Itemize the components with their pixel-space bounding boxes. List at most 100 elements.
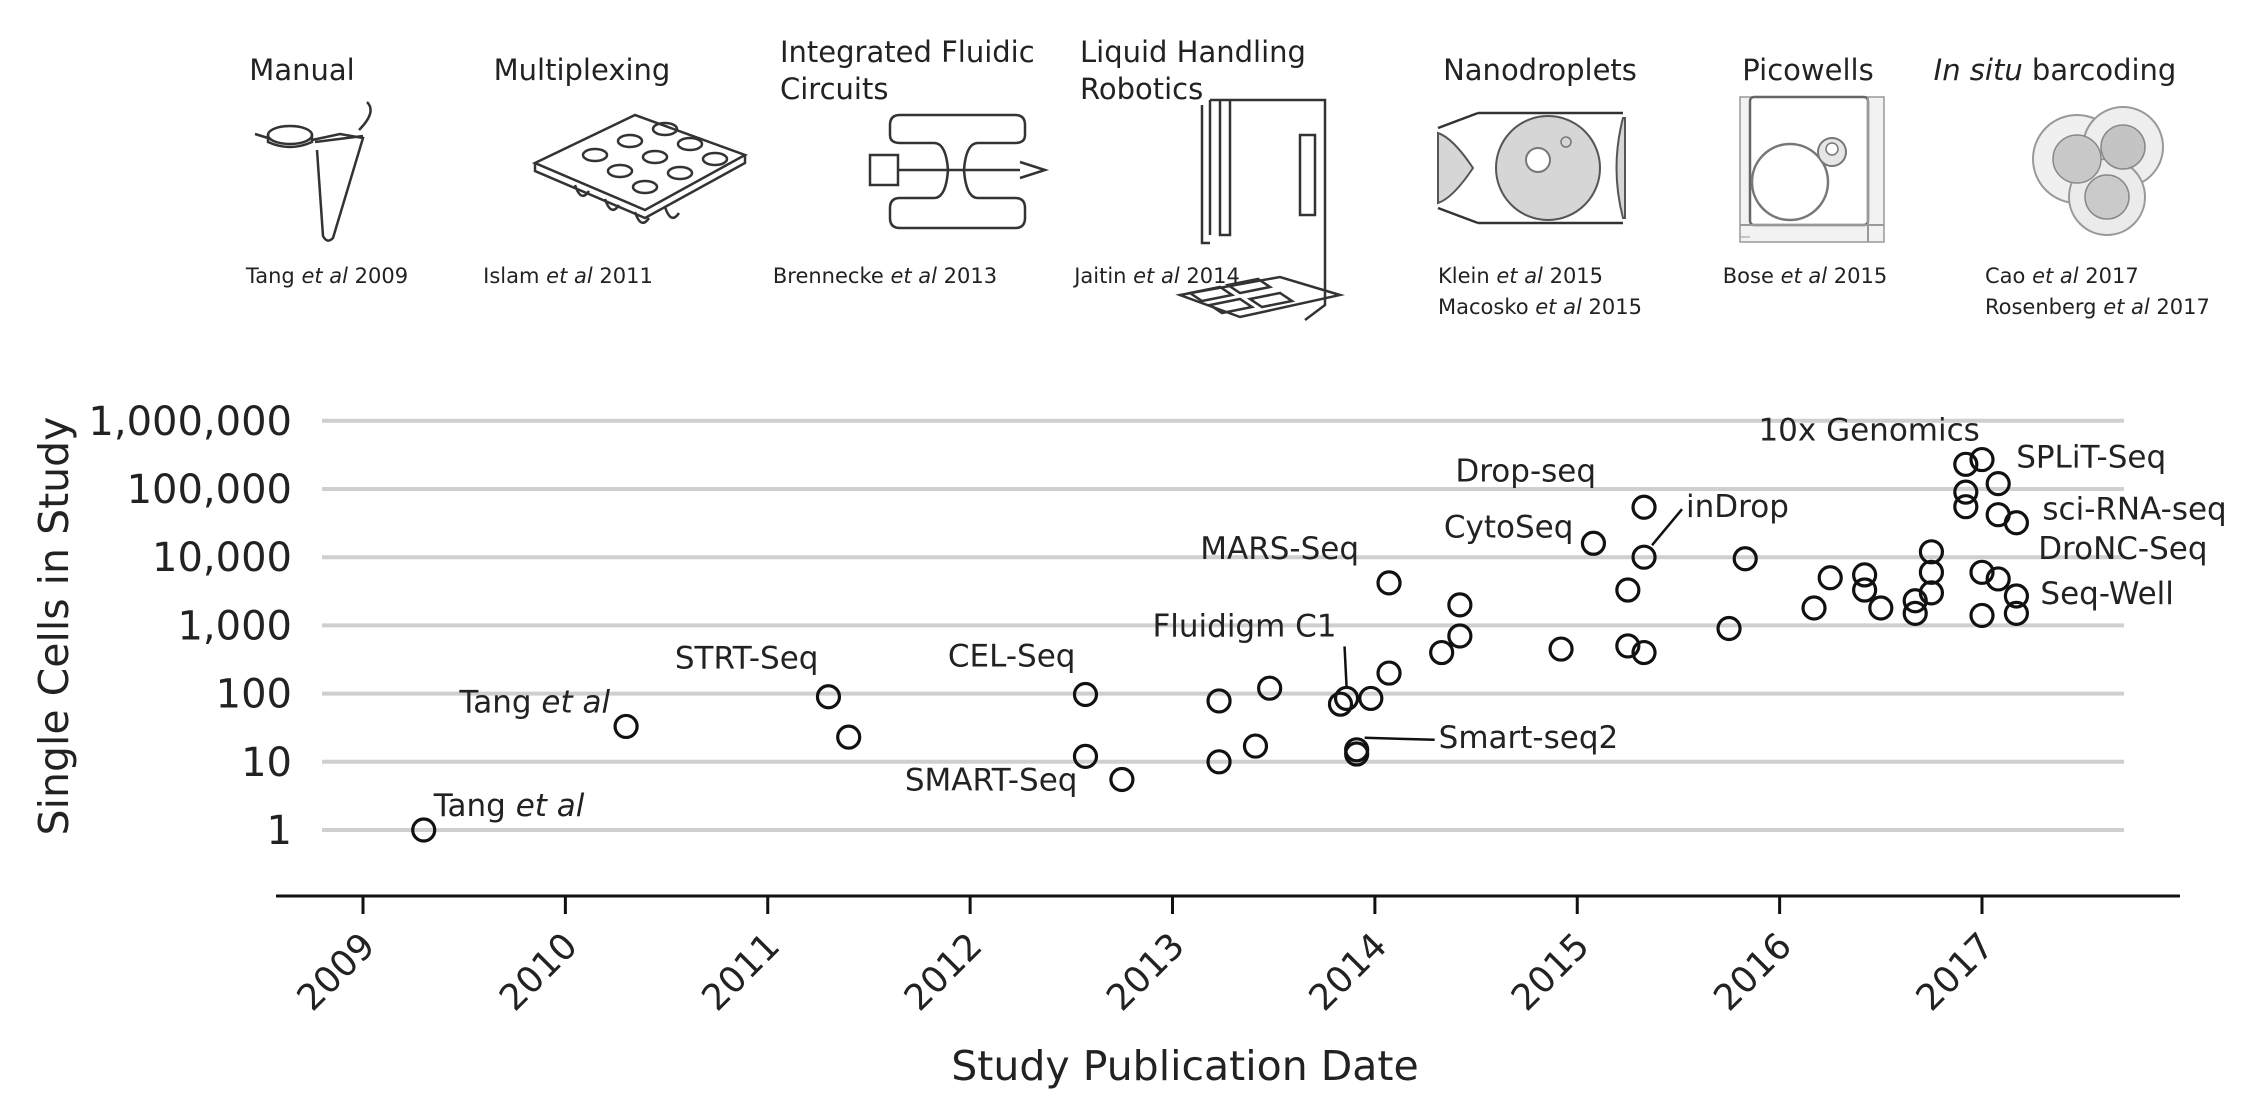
data-point [1429, 639, 1455, 666]
citation-year: 2009 [348, 264, 408, 288]
tech-label-line1: Liquid Handling [1080, 35, 1306, 69]
y-tick-label: 1 [267, 808, 292, 854]
data-point [613, 713, 639, 740]
data-point [1447, 623, 1473, 649]
citation-year: 2011 [593, 264, 653, 288]
annotation-text: SMART-Seq [905, 762, 1078, 798]
technology-row: Manual Tang et al 2009 Multiplexing [245, 35, 2210, 321]
tech-label-line2: Robotics [1080, 72, 1203, 106]
data-point [1953, 451, 1979, 477]
annotation-text: MARS-Seq [1200, 531, 1359, 567]
data-point [1072, 681, 1099, 708]
data-point [1615, 633, 1641, 659]
data-point [1580, 530, 1607, 556]
citation-year: 2015 [1582, 295, 1642, 319]
data-point [1953, 479, 1979, 505]
citation-etal: et al [890, 264, 937, 288]
data-point [1716, 615, 1742, 642]
data-point [2003, 600, 2030, 626]
annotation-label: Drop-seq [1455, 453, 1596, 489]
data-point [1902, 600, 1928, 626]
x-tick-labels: 2009 2010 2011 2012 2013 2014 2015 2016 2017 [290, 896, 2002, 1019]
annotation-text: DroNC-Seq [2038, 531, 2207, 567]
citation-author: Bose [1723, 264, 1781, 288]
x-tick-label: 2012 [897, 925, 991, 1019]
citation-etal: et al [1496, 264, 1543, 288]
y-tick-label: 100 [216, 672, 292, 718]
data-point [1376, 570, 1402, 596]
data-points [411, 446, 2030, 843]
tech-citation: Tang et al 2009 [245, 264, 408, 288]
data-point [1969, 602, 1995, 629]
data-point [1242, 733, 1269, 759]
y-tick-labels: 1 10 100 1,000 10,000 100,000 1,000,000 [88, 399, 292, 854]
tech-manual: Manual Tang et al 2009 [245, 53, 408, 288]
annotation-text: Smart-seq2 [1439, 720, 1619, 756]
citation-author: Macosko [1438, 295, 1535, 319]
tech-citation-2: Macosko et al 2015 [1438, 295, 1642, 319]
tech-in-situ-barcoding: In situ barcoding Cao et al 2017 Rosenbe… [1934, 53, 2210, 319]
tech-multiplexing: Multiplexing Islam et al 2011 [483, 53, 749, 288]
annotation-label: Tang et al [433, 788, 585, 824]
data-point [411, 817, 437, 843]
annotation-label: DroNC-Seq [2038, 531, 2207, 567]
well-plate-icon [531, 113, 749, 225]
y-tick-label: 1,000 [177, 603, 292, 649]
data-point [1852, 562, 1878, 588]
data-point [1548, 636, 1574, 662]
x-tick-label: 2013 [1099, 925, 1193, 1019]
annotation-text: CEL-Seq [948, 639, 1076, 675]
tube-icon [254, 101, 372, 242]
annotation-label: 10x Genomics [1758, 412, 1979, 448]
annotation-italic: et al [516, 788, 585, 824]
annotation-label: inDrop [1686, 489, 1789, 525]
y-tick-label: 10,000 [152, 535, 292, 581]
tech-integrated-fluidic-circuits: Integrated Fluidic Circuits Brennecke et… [773, 35, 1050, 288]
data-point [1985, 470, 2011, 497]
tech-label-rest: barcoding [2023, 53, 2177, 87]
citation-year: 2017 [2150, 295, 2210, 319]
annotation-italic: et al [541, 684, 610, 720]
annotation-text: 10x Genomics [1758, 412, 1979, 448]
annotation-label: Smart-seq2 [1439, 720, 1619, 756]
data-point [1333, 685, 1360, 712]
annotation-label: SMART-Seq [905, 762, 1078, 798]
tech-citation: Brennecke et al 2013 [773, 264, 997, 288]
tech-liquid-handling-robotics: Liquid Handling Robotics Jaitin et al 20… [1072, 35, 1345, 321]
data-point [1918, 539, 1945, 565]
data-point [1257, 675, 1283, 701]
citation-etal: et al [2103, 295, 2150, 319]
data-point [1327, 691, 1354, 717]
droplet-icon [1437, 111, 1626, 225]
annotation-label: CytoSeq [1444, 509, 1574, 545]
citation-author: Cao [1985, 264, 2032, 288]
citation-etal: et al [1781, 264, 1828, 288]
citation-etal: et al [1535, 295, 1582, 319]
citation-etal: et al [546, 264, 593, 288]
data-point [815, 684, 842, 710]
citation-year: 2015 [1827, 264, 1887, 288]
annotation-label: STRT-Seq [675, 641, 819, 677]
annotation-text: SPLiT-Seq [2016, 440, 2166, 476]
citation-etal: et al [301, 264, 348, 288]
citation-etal: et al [2032, 264, 2079, 288]
citation-etal: et al [1133, 264, 1180, 288]
tech-citation: Islam et al 2011 [483, 264, 653, 288]
data-point [1206, 688, 1232, 714]
data-point [1817, 565, 1843, 591]
data-point [1631, 494, 1657, 520]
barcoding-cells-icon [2025, 97, 2168, 239]
annotation-text: CytoSeq [1444, 509, 1574, 545]
x-tick-label: 2015 [1504, 925, 1598, 1019]
tech-citation: Jaitin et al 2014 [1072, 264, 1240, 288]
citation-author: Brennecke [773, 264, 891, 288]
data-point [2003, 510, 2030, 536]
annotation-label: SPLiT-Seq [2016, 440, 2166, 476]
x-tick-label: 2009 [290, 925, 384, 1019]
annotation-leader [1651, 508, 1683, 547]
tech-label: Nanodroplets [1443, 53, 1637, 87]
x-tick-label: 2014 [1301, 925, 1395, 1019]
tech-citation: Bose et al 2015 [1723, 264, 1887, 288]
annotation-label: sci-RNA-seq [2042, 492, 2226, 528]
